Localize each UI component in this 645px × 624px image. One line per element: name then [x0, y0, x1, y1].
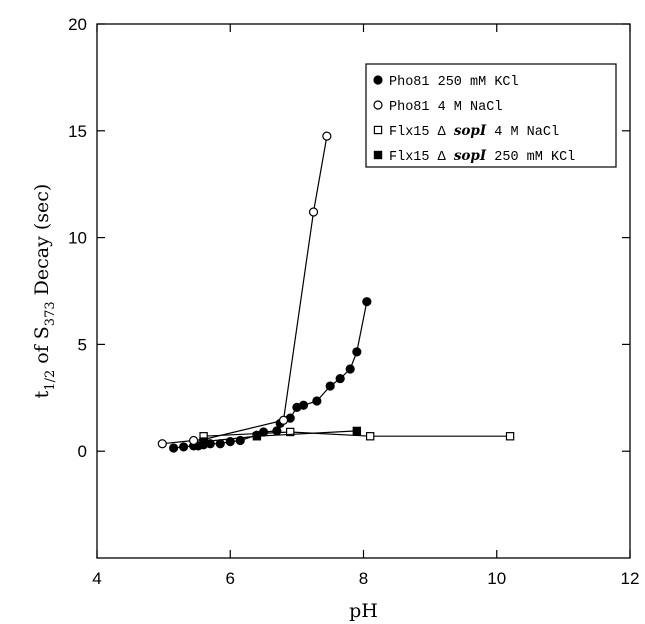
legend-label-italic: sopI [454, 123, 487, 139]
data-point [286, 427, 295, 437]
legend-label-italic: sopI [454, 148, 487, 164]
y-tick-label: 10 [68, 229, 87, 248]
series-line [162, 135, 328, 445]
data-point [252, 432, 262, 441]
legend: Pho81 250 mM KCl Pho81 4 M NaCl Flx15 Δ so… [365, 63, 617, 168]
data-point [157, 439, 167, 449]
legend-marker [373, 100, 383, 110]
legend-label-part: 250 mM KCl [486, 150, 575, 165]
series-layer [157, 131, 515, 453]
legend-label: Pho81 250 mM KCl [389, 75, 519, 90]
y-tick-label: 15 [68, 122, 87, 141]
legend-marker [373, 150, 383, 160]
legend-label: Pho81 4 M NaCl [389, 100, 502, 115]
data-point [169, 443, 179, 453]
legend-marker [373, 125, 383, 135]
y-label-suffix: Decay (sec) [31, 184, 53, 302]
y-label-middle-sub: 373 [43, 301, 58, 326]
data-point [325, 381, 335, 391]
data-point [298, 400, 309, 410]
legend-label-part: Pho81 250 mM KCl [389, 75, 519, 90]
y-tick-label: 0 [78, 442, 87, 461]
data-point [505, 432, 515, 441]
series-3 [199, 427, 515, 441]
data-point [362, 297, 372, 307]
data-point [308, 207, 319, 217]
data-point [278, 415, 289, 425]
x-axis-label: pH [349, 600, 378, 622]
data-point [215, 439, 225, 449]
y-label-prefix-sub: 1/2 [43, 370, 58, 391]
legend-label-part: Flx15 Δ [389, 125, 454, 140]
series-2 [157, 131, 332, 449]
data-point [352, 426, 362, 436]
data-point [352, 347, 362, 357]
x-tick-label: 6 [226, 569, 235, 588]
legend-box [365, 63, 617, 168]
data-point [322, 131, 332, 141]
series-line [203, 431, 511, 437]
x-tick-label: 10 [487, 569, 506, 588]
data-point [199, 437, 208, 446]
axes: 4 6 8 10 12 0 5 10 15 20 [68, 15, 639, 588]
legend-label: Flx15 Δ sopI 4 M NaCl [389, 123, 559, 140]
legend-label: Flx15 Δ sopI 250 mM KCl [389, 148, 575, 165]
data-point [335, 373, 345, 384]
y-axis-label: t1/2 of S373 Decay (sec) [31, 184, 58, 399]
x-tick-label: 8 [359, 569, 368, 588]
data-point [189, 435, 199, 446]
x-tick-label: 4 [92, 569, 101, 588]
x-tick-label: 12 [621, 569, 640, 588]
y-tick-label: 20 [68, 15, 87, 34]
data-point [312, 396, 322, 406]
y-label-prefix: t [31, 390, 53, 398]
data-point [179, 442, 189, 452]
y-label-middle: of S [31, 326, 53, 370]
series-4 [199, 426, 362, 446]
y-tick-label: 5 [78, 335, 87, 354]
legend-label-part: 4 M NaCl [486, 125, 559, 140]
data-point [272, 426, 282, 436]
series-1 [169, 297, 372, 453]
data-point [365, 432, 375, 441]
legend-label-part: Pho81 4 M NaCl [389, 100, 502, 115]
legend-label-part: Flx15 Δ [389, 150, 454, 165]
legend-marker [373, 75, 383, 85]
data-point [345, 364, 355, 374]
